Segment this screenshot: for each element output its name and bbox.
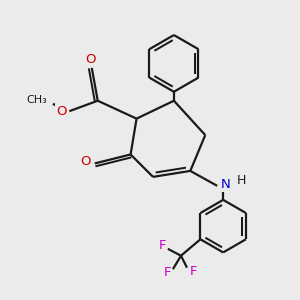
Text: F: F xyxy=(164,266,171,279)
Text: O: O xyxy=(80,155,91,168)
Text: CH₃: CH₃ xyxy=(27,95,47,105)
Text: N: N xyxy=(221,178,230,191)
Text: H: H xyxy=(236,174,246,187)
Text: F: F xyxy=(190,265,198,278)
Text: F: F xyxy=(159,239,166,252)
Text: O: O xyxy=(85,53,95,66)
Text: O: O xyxy=(56,105,66,118)
